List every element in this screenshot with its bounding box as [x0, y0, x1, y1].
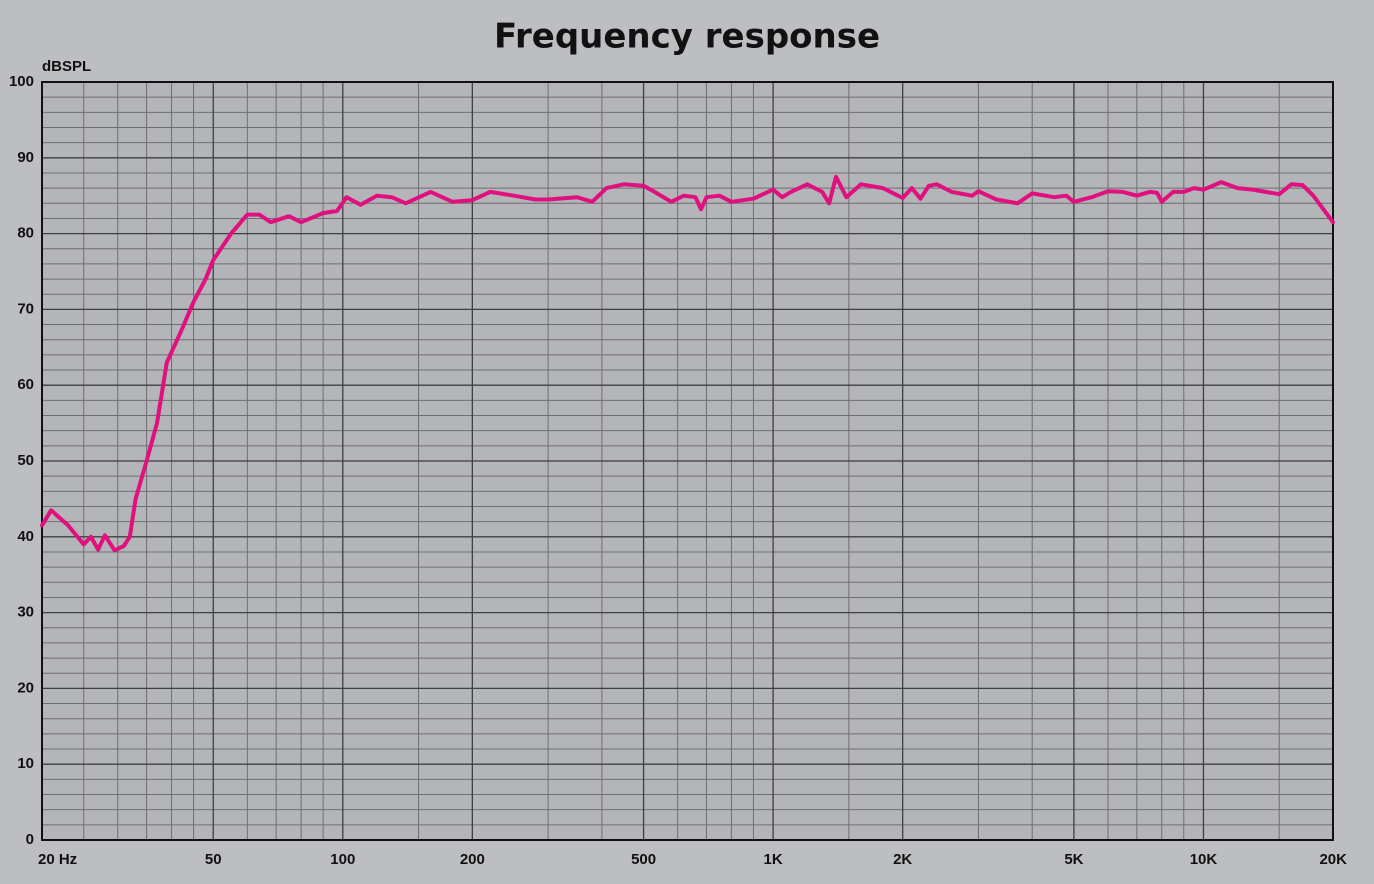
x-tick-label: 20 Hz: [38, 851, 77, 868]
x-tick-label: 100: [330, 851, 355, 868]
y-tick-label: 10: [17, 755, 34, 772]
y-tick-label: 30: [17, 604, 34, 621]
y-tick-label: 70: [17, 300, 34, 317]
y-tick-label: 40: [17, 528, 34, 545]
y-tick-label: 100: [9, 73, 34, 90]
x-tick-label: 1K: [764, 851, 783, 868]
y-tick-label: 20: [17, 679, 34, 696]
y-tick-label: 60: [17, 376, 34, 393]
y-tick-label: 80: [17, 225, 34, 242]
x-tick-label: 2K: [893, 851, 912, 868]
y-tick-label: 90: [17, 149, 34, 166]
x-tick-label: 20K: [1319, 851, 1347, 868]
x-tick-label: 5K: [1064, 851, 1083, 868]
y-tick-label: 50: [17, 452, 34, 469]
y-tick-label: 0: [26, 831, 34, 848]
x-tick-label: 200: [460, 851, 485, 868]
y-axis-label: dBSPL: [42, 58, 91, 75]
x-tick-label: 50: [205, 851, 222, 868]
x-tick-label: 500: [631, 851, 656, 868]
x-tick-label: 10K: [1190, 851, 1218, 868]
chart-title: Frequency response: [494, 17, 880, 57]
plot-frame: [41, 81, 1334, 841]
response-line: [40, 174, 1335, 553]
